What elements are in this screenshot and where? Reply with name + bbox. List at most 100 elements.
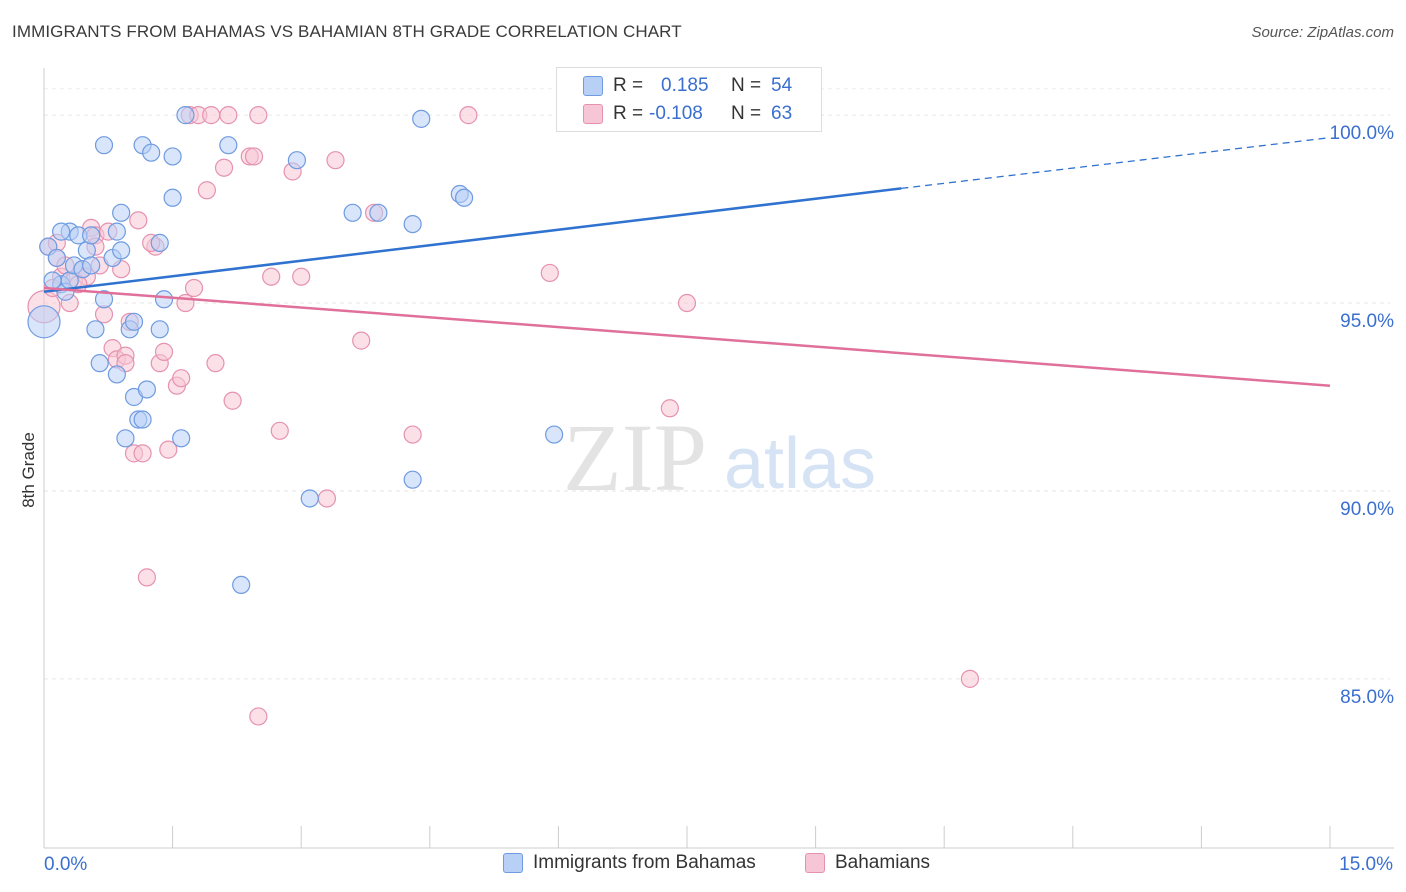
bahamas-trend-extension (901, 137, 1331, 190)
legend-label: Bahamians (835, 852, 931, 873)
watermark-atlas: atlas (724, 424, 876, 504)
bahamas-immigrant-point (232, 575, 251, 595)
bahamians-point (197, 181, 216, 200)
r-label: R = (613, 103, 644, 124)
legend-label: Immigrants from Bahamas (533, 852, 756, 873)
bahamas-immigrant-point (82, 226, 101, 245)
bahamians-point (206, 354, 225, 373)
bahamians-point (540, 263, 559, 283)
bahamas-immigrant-point (47, 248, 66, 268)
bahamas-immigrant-point (403, 214, 422, 234)
x-tick-label-max: 15.0% (1339, 854, 1393, 875)
n-value: 63 (771, 103, 793, 124)
stats-swatch-pink (583, 104, 603, 124)
bahamians-point (154, 342, 174, 361)
bahamians-point (326, 151, 345, 170)
bahamas-immigrant-point (176, 106, 195, 125)
bahamas-immigrant-point (545, 425, 564, 444)
bahamas-immigrant-points (27, 106, 812, 595)
bahamas-immigrant-point (90, 354, 109, 373)
stats-swatch-blue (583, 76, 603, 96)
bahamians-point (677, 293, 697, 313)
axes (43, 68, 1394, 849)
legend-item-bahamas: Immigrants from Bahamas (503, 852, 756, 874)
bahamas-immigrant-point (412, 109, 431, 128)
bahamians-point (660, 399, 679, 418)
bahamas-immigrant-point (403, 470, 422, 489)
bahamas-immigrant-point (27, 305, 61, 339)
bahamas-immigrant-point (163, 147, 182, 166)
bahamians-point (249, 707, 268, 726)
bahamas-immigrant-point (300, 489, 319, 508)
bahamians-point (129, 211, 148, 230)
bahamians-point (292, 267, 311, 286)
bahamas-immigrant-point (150, 320, 169, 339)
series-legend: Immigrants from Bahamas Bahamians (0, 852, 1406, 878)
bahamians-point (249, 106, 268, 125)
n-label: N = (731, 103, 762, 124)
bahamians-point (223, 391, 242, 410)
bahamas-immigrant-point (52, 222, 71, 241)
bahamas-immigrant-point (150, 233, 169, 252)
y-tick-label: 85.0% (1340, 687, 1394, 708)
bahamas-immigrant-point (142, 143, 161, 162)
watermark: ZIP atlas (563, 404, 876, 511)
bahamas-immigrant-point (116, 429, 135, 448)
bahamians-point (403, 425, 422, 444)
bahamas-immigrant-point (112, 203, 131, 222)
bahamians-point (214, 158, 234, 177)
trend-lines (43, 137, 1331, 387)
n-value: 54 (771, 75, 793, 96)
chart-title: IMMIGRANTS FROM BAHAMAS VS BAHAMIAN 8TH … (12, 22, 682, 41)
bahamas-immigrant-point (133, 410, 152, 429)
bahamas-immigrant-point (154, 290, 174, 309)
y-tick-label: 95.0% (1340, 311, 1394, 332)
source-credit: Source: ZipAtlas.com (1251, 24, 1394, 41)
bahamas-immigrant-point (287, 151, 307, 170)
legend-swatch-pink (805, 853, 825, 873)
bahamas-immigrant-point (343, 203, 362, 222)
bahamians-point (459, 106, 478, 125)
bahamas-immigrant-point (82, 256, 101, 275)
bahamians-point (159, 440, 178, 459)
bahamas-immigrant-point (163, 188, 182, 207)
r-value: 0.185 (661, 75, 709, 96)
bahamians-point (317, 489, 337, 508)
legend-swatch-blue (503, 853, 523, 873)
bahamians-trend-line (43, 286, 1331, 387)
bahamas-immigrant-point (369, 203, 388, 222)
bahamians-point (202, 106, 221, 125)
r-label: R = (613, 75, 644, 96)
y-axis-label: 8th Grade (19, 432, 38, 508)
y-tick-label: 100.0% (1330, 123, 1395, 144)
tick-labels: 85.0% 90.0% 95.0% 100.0% 0.0% 15.0% (44, 123, 1394, 875)
bahamians-point (960, 669, 980, 688)
bahamians-point (244, 147, 264, 166)
bahamas-immigrant-point (94, 290, 114, 309)
bahamians-point (172, 369, 191, 388)
bahamians-point (219, 106, 238, 125)
bahamas-immigrant-point (77, 241, 96, 260)
bahamas-immigrant-point (137, 380, 156, 399)
r-value: -0.108 (649, 103, 703, 124)
bahamas-immigrant-point (219, 136, 238, 155)
bahamas-immigrant-point (107, 365, 126, 384)
bahamas-immigrant-point (124, 312, 144, 331)
bahamians-point (270, 421, 289, 440)
bahamians-point (137, 568, 156, 587)
bahamas-immigrant-point (86, 320, 105, 339)
bahamians-point (184, 278, 204, 298)
y-tick-label: 90.0% (1340, 499, 1394, 520)
x-tick-label-min: 0.0% (44, 854, 87, 875)
watermark-zip: ZIP (563, 404, 707, 511)
bahamians-point (133, 444, 152, 463)
bahamas-immigrant-point (172, 429, 191, 448)
bahamas-trend-line (43, 187, 902, 293)
n-label: N = (731, 75, 762, 96)
stats-legend: R = 0.185 N = 54 R = -0.108 N = 63 (556, 67, 822, 132)
bahamas-immigrant-point (454, 188, 474, 207)
bahamas-immigrant-point (43, 271, 62, 290)
bahamians-point (262, 267, 281, 286)
bahamas-immigrant-point (112, 241, 131, 260)
